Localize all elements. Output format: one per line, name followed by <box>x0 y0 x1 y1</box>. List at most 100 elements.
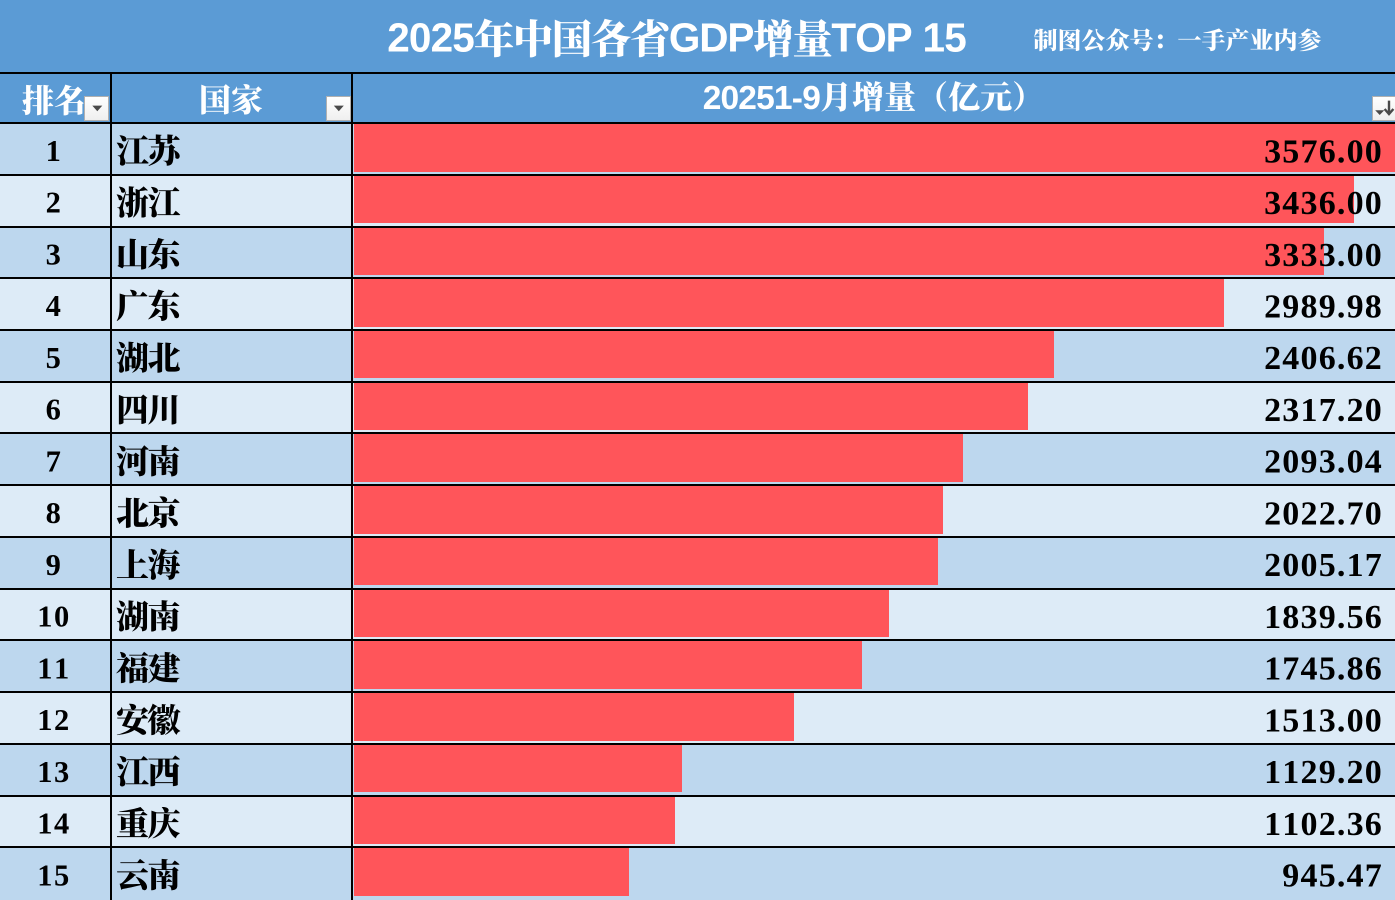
svg-text:3: 3 <box>54 755 69 789</box>
svg-text:4: 4 <box>46 289 61 323</box>
svg-text:4: 4 <box>1347 858 1364 895</box>
svg-text:1: 1 <box>37 600 52 634</box>
svg-text:3: 3 <box>1264 133 1281 170</box>
svg-text:0: 0 <box>1282 547 1299 584</box>
svg-text:0: 0 <box>54 600 69 634</box>
svg-text:2: 2 <box>431 15 454 61</box>
svg-text:7: 7 <box>46 444 61 478</box>
svg-text:2: 2 <box>1347 392 1364 429</box>
svg-text:9: 9 <box>1319 599 1336 636</box>
svg-text:.: . <box>1337 702 1346 739</box>
svg-text:5: 5 <box>1319 858 1336 895</box>
svg-text:0: 0 <box>1347 237 1364 274</box>
svg-text:3: 3 <box>1282 237 1299 274</box>
svg-text:9: 9 <box>1319 754 1336 791</box>
svg-text:3: 3 <box>1264 237 1281 274</box>
svg-text:8: 8 <box>46 496 61 530</box>
svg-text:0: 0 <box>721 80 740 117</box>
svg-text:4: 4 <box>1282 185 1299 222</box>
svg-text:2: 2 <box>1319 495 1336 532</box>
svg-text:8: 8 <box>1301 289 1318 326</box>
svg-text:1: 1 <box>37 858 52 892</box>
svg-text:1: 1 <box>37 703 52 737</box>
svg-text:0: 0 <box>1365 702 1382 739</box>
svg-text:2: 2 <box>1301 495 1318 532</box>
svg-text:2: 2 <box>703 80 722 117</box>
svg-text:1: 1 <box>774 80 793 117</box>
svg-text:3: 3 <box>1319 702 1336 739</box>
svg-text:8: 8 <box>1282 599 1299 636</box>
svg-text:1: 1 <box>1264 599 1281 636</box>
svg-text:7: 7 <box>1282 651 1299 688</box>
svg-text:-: - <box>792 80 803 117</box>
svg-text:2: 2 <box>1319 806 1336 843</box>
svg-text:5: 5 <box>46 341 61 375</box>
svg-text:3: 3 <box>1347 806 1364 843</box>
svg-text:1: 1 <box>37 807 52 841</box>
svg-text:P: P <box>886 15 913 61</box>
svg-text:2: 2 <box>1301 754 1318 791</box>
svg-text:1: 1 <box>1282 754 1299 791</box>
svg-text:1: 1 <box>1282 806 1299 843</box>
svg-text:0: 0 <box>1282 495 1299 532</box>
svg-text:3: 3 <box>1282 392 1299 429</box>
svg-text:6: 6 <box>1319 133 1336 170</box>
svg-text:1: 1 <box>1264 702 1281 739</box>
svg-text:5: 5 <box>1319 651 1336 688</box>
svg-text:0: 0 <box>1365 185 1382 222</box>
svg-text:O: O <box>855 15 887 61</box>
svg-text:6: 6 <box>1365 651 1382 688</box>
svg-text:.: . <box>1337 289 1346 326</box>
svg-text:6: 6 <box>1365 599 1382 636</box>
svg-text:4: 4 <box>1301 858 1318 895</box>
svg-text:0: 0 <box>1347 444 1364 481</box>
svg-text:2: 2 <box>1264 547 1281 584</box>
svg-text:3: 3 <box>1301 237 1318 274</box>
svg-text:7: 7 <box>1365 858 1382 895</box>
svg-text:1: 1 <box>37 755 52 789</box>
svg-text:3: 3 <box>1319 237 1336 274</box>
svg-text:0: 0 <box>1301 340 1318 377</box>
svg-text:.: . <box>1337 444 1346 481</box>
svg-text:0: 0 <box>1301 806 1318 843</box>
svg-text:6: 6 <box>1365 806 1382 843</box>
svg-text:.: . <box>1337 185 1346 222</box>
svg-text:1: 1 <box>1264 806 1281 843</box>
svg-text:T: T <box>831 15 856 61</box>
svg-text:2: 2 <box>54 703 69 737</box>
svg-text:3: 3 <box>1301 185 1318 222</box>
svg-text:4: 4 <box>54 807 69 841</box>
svg-text:2: 2 <box>1264 289 1281 326</box>
svg-text:5: 5 <box>1319 547 1336 584</box>
svg-text:9: 9 <box>1319 289 1336 326</box>
svg-text:4: 4 <box>1301 651 1318 688</box>
svg-text:2: 2 <box>46 186 61 220</box>
svg-text:6: 6 <box>46 393 61 427</box>
svg-text:3: 3 <box>1264 185 1281 222</box>
svg-text:.: . <box>1337 754 1346 791</box>
svg-text:0: 0 <box>1301 547 1318 584</box>
svg-text:1: 1 <box>1264 754 1281 791</box>
svg-text:5: 5 <box>1347 599 1364 636</box>
svg-text:.: . <box>1337 237 1346 274</box>
svg-text:0: 0 <box>1365 237 1382 274</box>
svg-text:9: 9 <box>1301 444 1318 481</box>
svg-text:3: 3 <box>1319 444 1336 481</box>
svg-text:6: 6 <box>1347 340 1364 377</box>
svg-text:5: 5 <box>944 15 967 61</box>
svg-text:6: 6 <box>1319 340 1336 377</box>
svg-text:.: . <box>1337 858 1346 895</box>
svg-text:4: 4 <box>1282 340 1299 377</box>
svg-text:.: . <box>1337 547 1346 584</box>
svg-text:8: 8 <box>1347 651 1364 688</box>
svg-text:1: 1 <box>1264 651 1281 688</box>
svg-text:5: 5 <box>756 80 775 117</box>
svg-text:7: 7 <box>1301 133 1318 170</box>
svg-text:7: 7 <box>1347 495 1364 532</box>
svg-text:.: . <box>1337 806 1346 843</box>
svg-text:1: 1 <box>1301 392 1318 429</box>
svg-text:6: 6 <box>1319 185 1336 222</box>
svg-text:8: 8 <box>1365 289 1382 326</box>
svg-text:0: 0 <box>1365 392 1382 429</box>
svg-text:9: 9 <box>802 80 821 117</box>
